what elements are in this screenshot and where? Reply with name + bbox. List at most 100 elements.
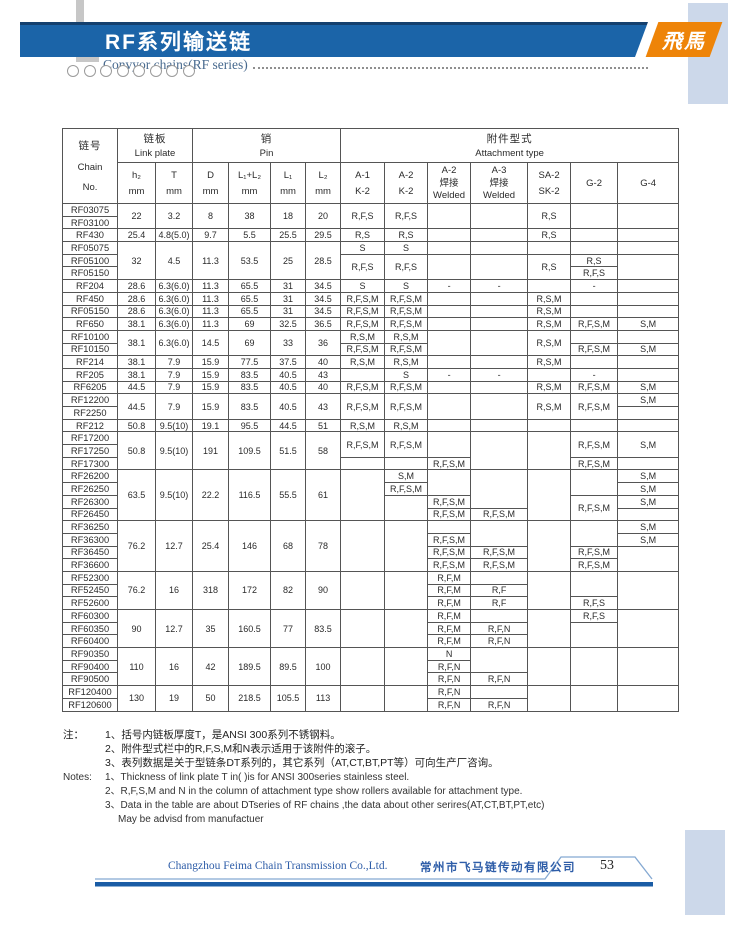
chain-no-cell: RF214 xyxy=(62,355,118,369)
footer-company-cn: 常州市飞马链传动有限公司 xyxy=(420,862,576,874)
spec-cell: R,F,S,M xyxy=(570,456,619,471)
spec-cell: 146 xyxy=(228,520,272,572)
spec-cell: 68 xyxy=(270,520,307,572)
footer-rule xyxy=(95,856,653,887)
spec-cell xyxy=(570,202,619,230)
table-row: RF90500 R,F,N R,F,N xyxy=(62,672,679,687)
spec-cell xyxy=(527,431,572,471)
spec-cell: - xyxy=(570,367,619,382)
note-label: Notes: xyxy=(63,772,92,783)
spec-cell: 77 xyxy=(270,608,307,649)
chain-no-cell: RF212 xyxy=(62,418,118,433)
spec-cell xyxy=(427,393,472,420)
spec-cell: - xyxy=(470,367,529,382)
chain-no-cell: RF10100 xyxy=(62,329,118,344)
spec-cell: 63.5 xyxy=(117,469,156,522)
spec-cell xyxy=(427,431,472,458)
spec-cell: 34.5 xyxy=(305,304,342,319)
spec-cell: 7.9 xyxy=(154,355,194,369)
spec-cell: R,F,S,M xyxy=(570,317,619,331)
spec-cell xyxy=(427,317,472,331)
spec-cell xyxy=(527,279,572,293)
spec-cell: 22 xyxy=(117,202,156,230)
spec-cell: 51.5 xyxy=(270,431,307,471)
spec-cell: R,S,M xyxy=(384,418,429,433)
note-line: 3、表列数据是关于型链条DT系列的，其它系列（AT,CT,BT,PT等）可向生产… xyxy=(63,757,663,771)
dot-leader xyxy=(252,67,648,69)
table-row: RF60350 R,F,M R,F,N xyxy=(62,621,679,649)
spec-cell xyxy=(617,570,680,611)
spec-cell xyxy=(340,647,386,687)
spec-cell: R,F,S,M xyxy=(570,545,619,560)
spec-cell xyxy=(617,418,680,433)
spec-cell xyxy=(384,685,429,712)
spec-cell: 83.5 xyxy=(228,367,272,382)
chain-no-cell: RF120400 xyxy=(62,685,118,699)
table-row: RF120600 R,F,N R,F,N xyxy=(62,697,679,712)
table-row: RF26250 R,F,S,M S,M xyxy=(62,482,680,496)
table-row: RF05075 32 4.5 11.3 53.5 25 28.5 S S xyxy=(62,241,680,281)
spec-cell xyxy=(470,228,529,243)
spec-cell xyxy=(340,469,386,522)
table-row: RF120400 130 19 50 218.5 105.5 113 R,F,N xyxy=(62,685,680,712)
note-text: 3、表列数据是关于型链条DT系列的，其它系列（AT,CT,BT,PT等）可向生产… xyxy=(105,757,499,769)
spec-cell: R,S,M xyxy=(527,355,572,369)
spec-cell: R,F,S,M xyxy=(384,342,429,357)
table-row: RF214 38.1 7.9 15.9 77.5 37.5 40 R,S,M R,S,M R,S,… xyxy=(62,355,680,369)
page-number: 53 xyxy=(600,858,614,873)
note-label xyxy=(63,813,105,827)
chain-no-cell: RF90350 xyxy=(62,647,118,661)
table-row: RF10100 38.1 6.3(6.0) 14.5 69 33 36 R,S,M R,S,M R… xyxy=(62,329,680,357)
spec-cell xyxy=(617,279,680,293)
table-row: RF90350 110 16 42 189.5 89.5 100 N xyxy=(62,647,680,687)
spec-cell: 130 xyxy=(117,685,156,712)
spec-cell: 4.5 xyxy=(154,241,194,281)
spec-cell xyxy=(527,570,572,611)
spec-cell: R,S,M xyxy=(527,393,572,420)
spec-cell: 29.5 xyxy=(305,228,342,243)
spec-cell: S,M xyxy=(617,317,680,331)
chain-no-cell: RF05150 xyxy=(62,304,118,319)
spec-cell: 9.5(10) xyxy=(154,431,194,471)
spec-cell: 28.6 xyxy=(117,304,156,319)
spec-cell: 43 xyxy=(305,393,342,420)
note-label xyxy=(63,799,105,813)
spec-cell: 83.5 xyxy=(228,380,272,395)
spec-cell xyxy=(527,608,572,649)
spec-cell: S,M xyxy=(617,482,680,496)
table-row: RF204 28.6 6.3(6.0) 11.3 65.5 31 34.5 S S - - - xyxy=(62,279,680,293)
spec-cell: 76.2 xyxy=(117,520,156,572)
spec-cell: R,F,S xyxy=(384,253,429,281)
spec-cell: 16 xyxy=(154,570,194,611)
spec-cell: 191 xyxy=(192,431,230,471)
chain-no-cell: RF60300 xyxy=(62,609,118,623)
table-row: RF26200 63.5 9.5(10) 22.2 116.5 55.5 61 S,M S,M xyxy=(62,469,680,522)
spec-cell: R,S,M xyxy=(527,329,572,357)
spec-cell: 9.5(10) xyxy=(154,418,194,433)
spec-cell: 109.5 xyxy=(228,431,272,471)
header-sub-cell: G-2 xyxy=(570,162,619,204)
notes-section: 注： 1、括号内链板厚度T，是ANSI 300系列不锈钢料。 2、附件型式栏中的R,… xyxy=(63,729,663,827)
spec-cell: 3.2 xyxy=(154,202,194,230)
chain-no-cell: RF60350 xyxy=(62,621,118,636)
spec-cell xyxy=(470,291,529,306)
spec-cell: 40.5 xyxy=(270,393,307,420)
note-text: May be advisd from manufactuer xyxy=(118,814,264,825)
spec-cell xyxy=(570,355,619,369)
spec-cell: 189.5 xyxy=(228,647,272,687)
chain-no-cell: RF05150 xyxy=(62,266,118,281)
spec-cell: 53.5 xyxy=(228,241,272,281)
spec-cell xyxy=(384,456,429,471)
chain-no-cell: RF36600 xyxy=(62,558,118,572)
spec-cell: S xyxy=(384,241,429,255)
spec-cell: R,F,S,M xyxy=(427,558,472,572)
spec-cell: S,M xyxy=(617,342,680,357)
spec-cell: S xyxy=(340,279,386,293)
spec-cell: R,F,S,M xyxy=(470,558,529,572)
spec-cell: 38 xyxy=(228,202,272,230)
spec-cell xyxy=(617,545,680,572)
spec-cell: 20 xyxy=(305,202,342,230)
spec-cell: 82 xyxy=(270,570,307,611)
chain-no-cell: RF17200 xyxy=(62,431,118,446)
chain-no-cell: RF12200 xyxy=(62,393,118,407)
